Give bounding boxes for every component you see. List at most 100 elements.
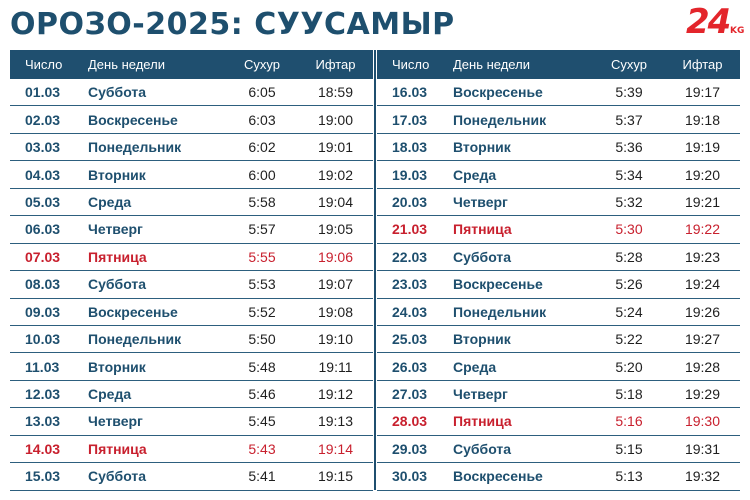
cell-day: Понедельник (453, 105, 593, 134)
cell-suhur: 5:26 (593, 270, 665, 299)
table-row: 08.03 Суббота 5:53 19:07 (10, 270, 373, 299)
cell-suhur: 5:22 (593, 325, 665, 354)
cell-suhur: 5:18 (593, 380, 665, 409)
cell-suhur: 5:13 (593, 462, 665, 491)
cell-day: Четверг (88, 215, 226, 244)
cell-date: 22.03 (377, 243, 453, 272)
cell-date: 03.03 (10, 133, 88, 162)
brand-logo[interactable]: 24 KG (686, 2, 744, 42)
table-row: 19.03 Среда 5:34 19:20 (377, 160, 740, 189)
cell-iftar: 19:19 (665, 133, 740, 162)
cell-date: 15.03 (10, 462, 88, 491)
cell-suhur: 5:50 (226, 325, 298, 354)
cell-date: 04.03 (10, 160, 88, 189)
cell-suhur: 5:45 (226, 407, 298, 436)
cell-date: 25.03 (377, 325, 453, 354)
table-row: 18.03 Вторник 5:36 19:19 (377, 133, 740, 162)
cell-suhur: 5:32 (593, 188, 665, 217)
cell-suhur: 6:00 (226, 160, 298, 189)
cell-suhur: 5:15 (593, 435, 665, 464)
cell-date: 14.03 (10, 435, 88, 464)
cell-suhur: 5:37 (593, 105, 665, 134)
cell-day: Суббота (88, 79, 226, 107)
table-row: 20.03 Четверг 5:32 19:21 (377, 188, 740, 217)
cell-date: 29.03 (377, 435, 453, 464)
table-row: 04.03 Вторник 6:00 19:02 (10, 160, 373, 189)
table-row: 25.03 Вторник 5:22 19:27 (377, 325, 740, 354)
cell-suhur: 5:48 (226, 352, 298, 381)
cell-date: 16.03 (377, 79, 453, 107)
header-iftar: Ифтар (665, 50, 740, 79)
table-row: 21.03 Пятница 5:30 19:22 (377, 215, 740, 244)
cell-iftar: 19:22 (665, 215, 740, 244)
schedule-table-left: Число День недели Сухур Ифтар 01.03 Суббо… (10, 50, 373, 491)
table-row: 12.03 Среда 5:46 19:12 (10, 380, 373, 409)
cell-date: 11.03 (10, 352, 88, 381)
cell-day: Вторник (88, 352, 226, 381)
cell-date: 21.03 (377, 215, 453, 244)
cell-suhur: 6:03 (226, 105, 298, 134)
cell-iftar: 19:10 (298, 325, 373, 354)
cell-iftar: 19:15 (298, 462, 373, 491)
header-date: Число (377, 50, 453, 79)
cell-day: Воскресенье (88, 298, 226, 326)
table-row: 23.03 Воскресенье 5:26 19:24 (377, 270, 740, 299)
cell-suhur: 5:46 (226, 380, 298, 409)
cell-day: Суббота (88, 462, 226, 491)
page-title: ОРОЗО-2025: СУУСАМЫР (10, 7, 455, 42)
cell-suhur: 6:05 (226, 79, 298, 107)
cell-suhur: 5:43 (226, 435, 298, 464)
cell-date: 12.03 (10, 380, 88, 409)
cell-suhur: 5:28 (593, 243, 665, 272)
cell-date: 06.03 (10, 215, 88, 244)
cell-iftar: 19:07 (298, 270, 373, 299)
cell-date: 02.03 (10, 105, 88, 134)
cell-iftar: 19:01 (298, 133, 373, 162)
cell-suhur: 5:57 (226, 215, 298, 244)
cell-suhur: 5:53 (226, 270, 298, 299)
cell-date: 26.03 (377, 352, 453, 381)
cell-date: 07.03 (10, 243, 88, 272)
cell-day: Пятница (453, 215, 593, 244)
cell-iftar: 19:23 (665, 243, 740, 272)
cell-day: Суббота (453, 243, 593, 272)
table-row: 07.03 Пятница 5:55 19:06 (10, 243, 373, 272)
cell-iftar: 19:06 (298, 243, 373, 272)
header-day: День недели (88, 50, 226, 79)
cell-iftar: 19:24 (665, 270, 740, 299)
table-row: 30.03 Воскресенье 5:13 19:32 (377, 462, 740, 491)
cell-iftar: 19:04 (298, 188, 373, 217)
header-date: Число (10, 50, 88, 79)
cell-day: Понедельник (453, 298, 593, 326)
table-row: 09.03 Воскресенье 5:52 19:08 (10, 298, 373, 326)
cell-iftar: 19:17 (665, 79, 740, 107)
schedule-table-right: Число День недели Сухур Ифтар 16.03 Воскр… (377, 50, 740, 491)
cell-iftar: 19:13 (298, 407, 373, 436)
cell-suhur: 5:36 (593, 133, 665, 162)
cell-iftar: 19:21 (665, 188, 740, 217)
cell-iftar: 19:00 (298, 105, 373, 134)
table-body-right: 16.03 Воскресенье 5:39 19:17 17.03 Понедельни… (377, 79, 740, 491)
cell-day: Вторник (453, 325, 593, 354)
cell-date: 17.03 (377, 105, 453, 134)
table-row: 15.03 Суббота 5:41 19:15 (10, 462, 373, 491)
cell-iftar: 19:12 (298, 380, 373, 409)
table-row: 14.03 Пятница 5:43 19:14 (10, 435, 373, 464)
cell-day: Среда (453, 160, 593, 189)
table-row: 01.03 Суббота 6:05 18:59 (10, 79, 373, 107)
cell-date: 28.03 (377, 407, 453, 436)
table-row: 10.03 Понедельник 5:50 19:10 (10, 325, 373, 354)
cell-date: 30.03 (377, 462, 453, 491)
logo-number: 24 (686, 2, 731, 42)
cell-day: Вторник (453, 133, 593, 162)
cell-date: 13.03 (10, 407, 88, 436)
cell-suhur: 5:34 (593, 160, 665, 189)
cell-day: Четверг (453, 380, 593, 409)
table-row: 06.03 Четверг 5:57 19:05 (10, 215, 373, 244)
cell-day: Пятница (88, 243, 226, 272)
table-row: 11.03 Вторник 5:48 19:11 (10, 352, 373, 381)
cell-iftar: 19:29 (665, 380, 740, 409)
cell-suhur: 5:30 (593, 215, 665, 244)
table-row: 16.03 Воскресенье 5:39 19:17 (377, 79, 740, 107)
table-header-row: Число День недели Сухур Ифтар (10, 50, 373, 79)
